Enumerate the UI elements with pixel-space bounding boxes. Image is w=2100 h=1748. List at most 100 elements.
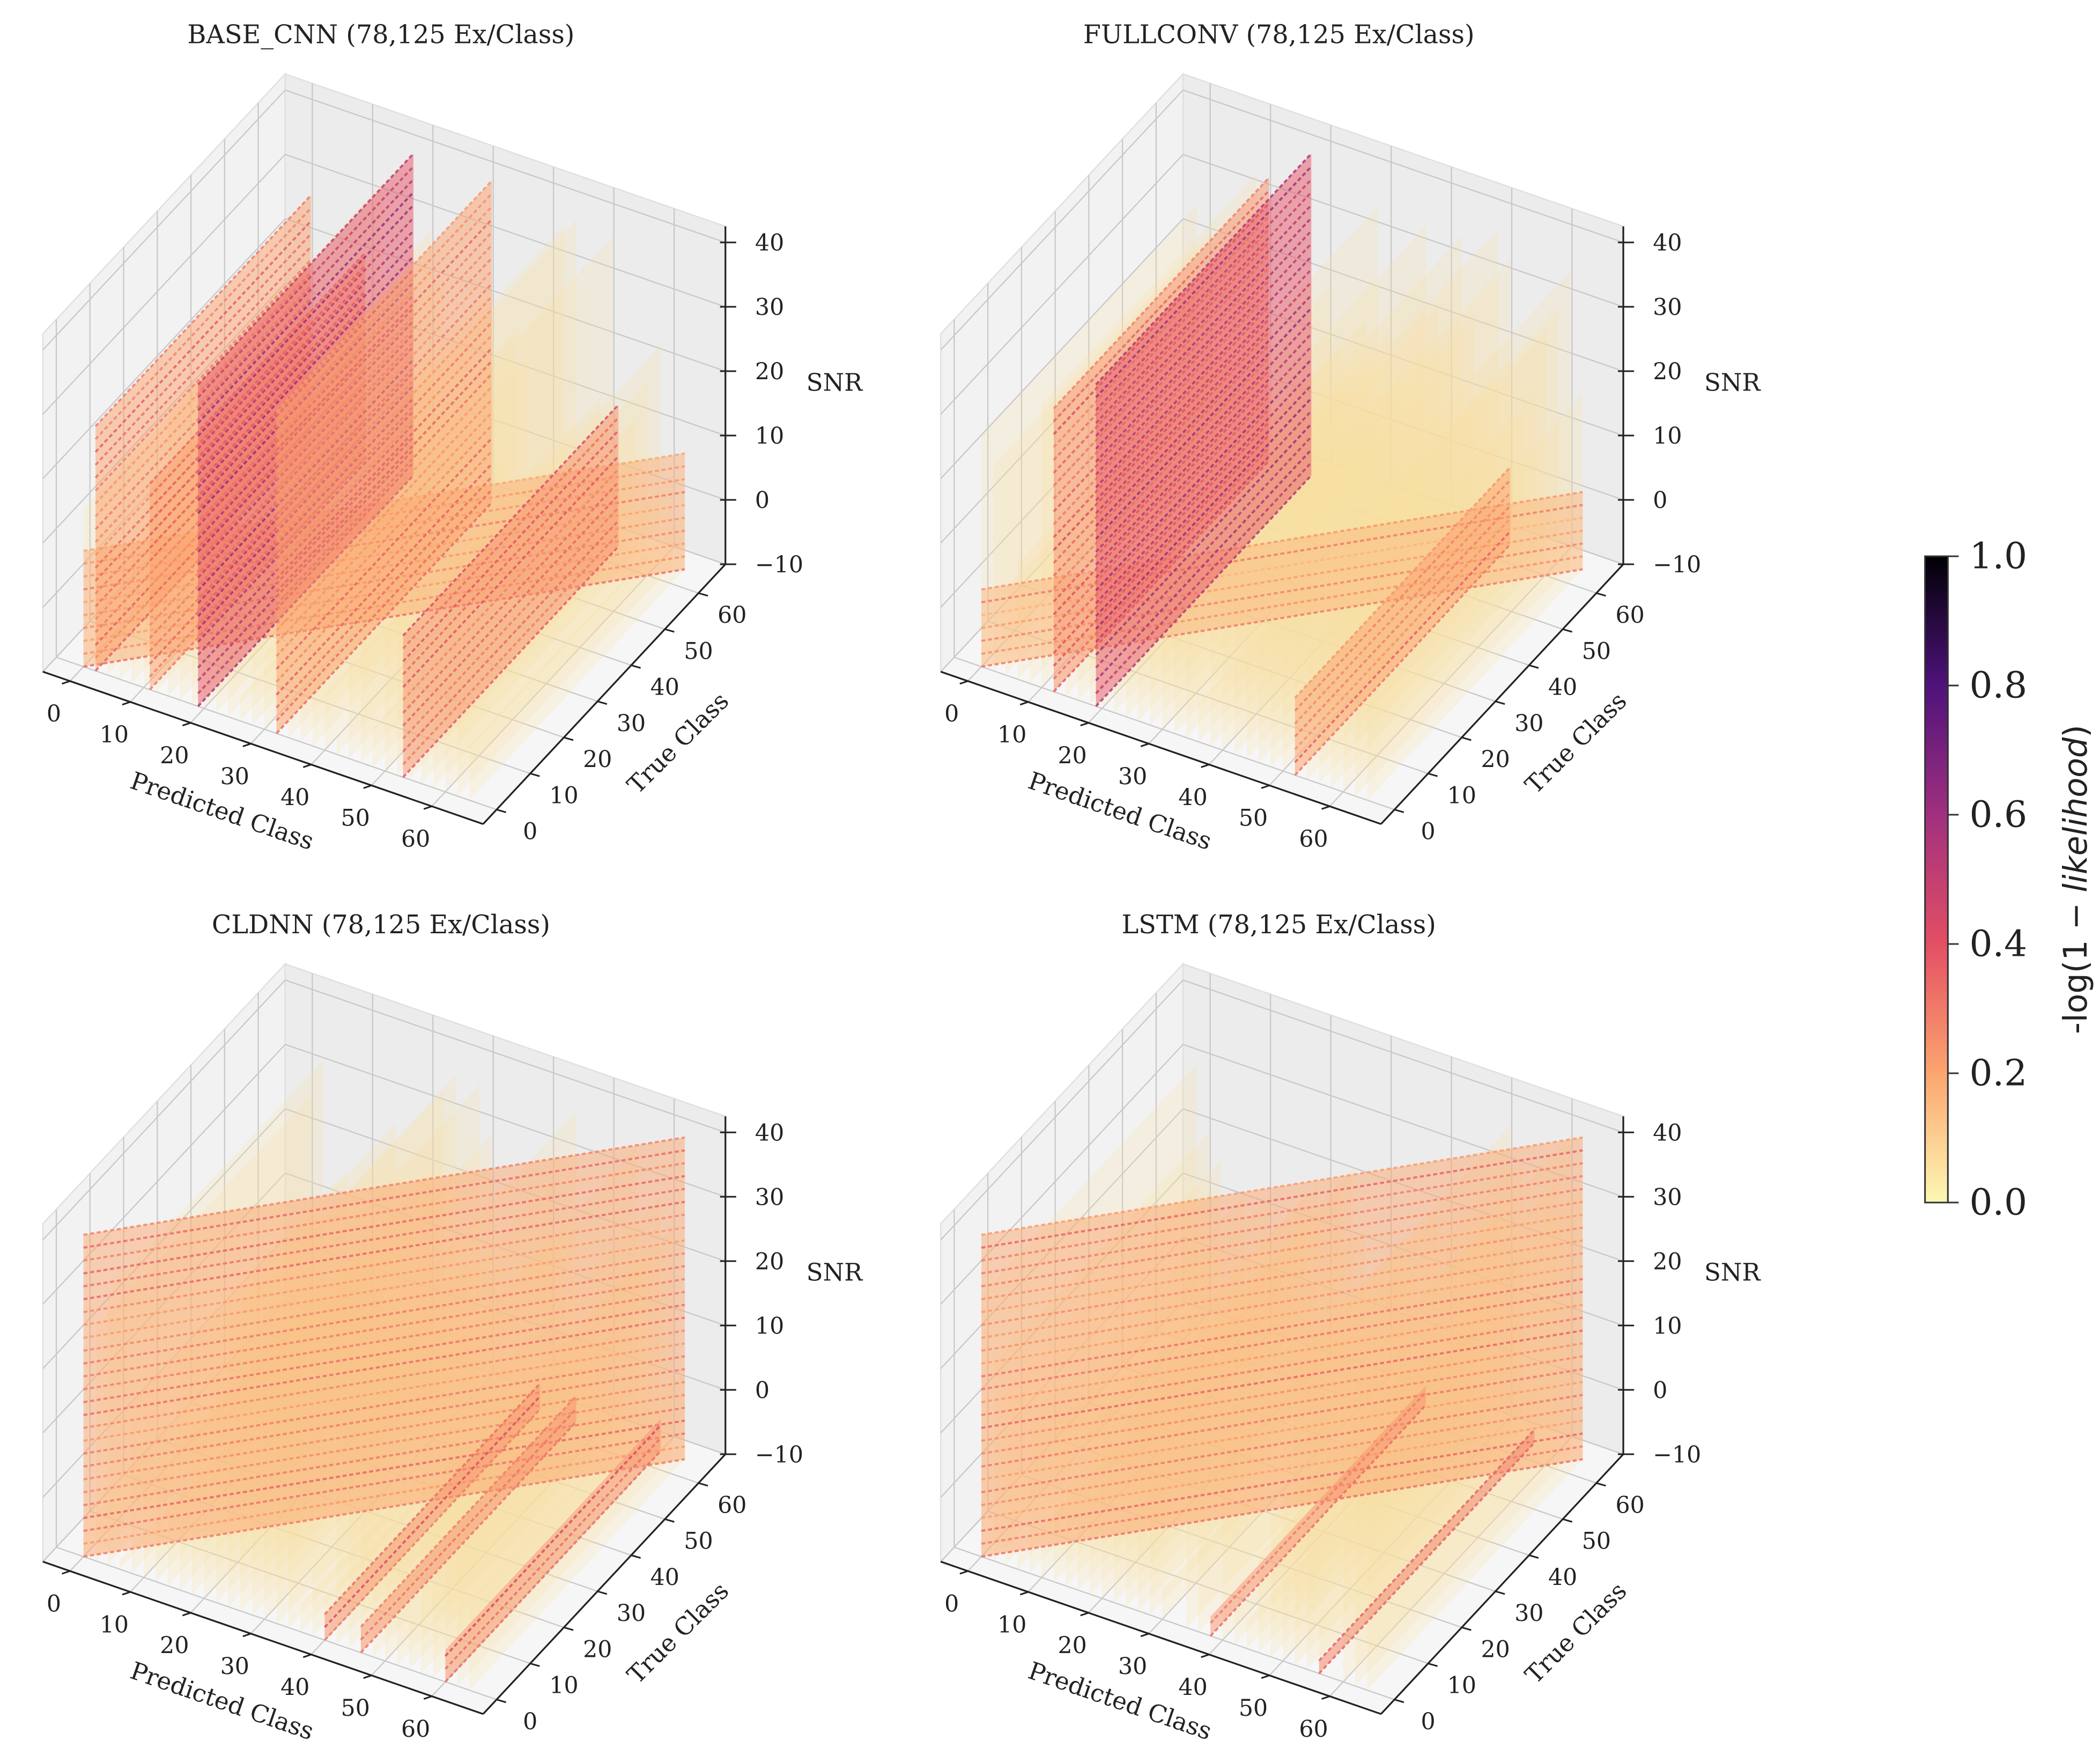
gridline — [285, 89, 726, 244]
wall-pred-52-stripe — [1294, 530, 1511, 763]
diagonal-wall-stripe — [981, 1175, 1583, 1275]
predicted-class-axis — [42, 1561, 484, 1715]
y-tick-label: 10 — [549, 782, 578, 809]
wall-pred-2-stripe — [94, 246, 312, 479]
wall-pred-56 — [1319, 1429, 1535, 1674]
y-tick — [1562, 628, 1573, 633]
y-tick — [1562, 1518, 1573, 1523]
x-tick-label: 40 — [1178, 784, 1207, 811]
wall-pred-19-stripe — [1095, 191, 1312, 424]
gridline — [940, 154, 1184, 415]
diagonal-wall-stripe — [83, 1458, 685, 1558]
wall-pred-19-stripe — [1095, 255, 1312, 489]
x-tick — [242, 1633, 252, 1638]
diagonal-wall-stripe — [83, 1368, 685, 1468]
x-tick-label: 20 — [160, 1632, 189, 1659]
x-tick-label: 50 — [341, 1695, 370, 1722]
wall-pred-19-stripe — [197, 217, 415, 450]
x-tick — [242, 743, 252, 748]
x-tick — [302, 764, 312, 768]
diagonal-wall-stripe — [83, 1149, 685, 1249]
wall-pred-32-stripe — [276, 347, 493, 580]
z-tick-label: 40 — [755, 1119, 784, 1146]
diagonal-wall-stripe — [981, 1316, 1583, 1417]
wall-pred-19-stripe — [1095, 410, 1312, 643]
wall-pred-32-stripe — [276, 360, 493, 593]
diagonal-wall-stripe — [83, 1265, 685, 1365]
wall-pred-40-stripe — [324, 1408, 541, 1641]
wall-pred-2-stripe — [94, 233, 312, 466]
wall-pred-19-stripe — [197, 178, 415, 411]
wall-pred-32-stripe — [276, 283, 493, 515]
diagonal-wall-stripe — [981, 1406, 1583, 1507]
x-tick — [1201, 764, 1210, 768]
data-haze-column — [1283, 228, 1498, 771]
diagonal-wall-stripe — [83, 1278, 685, 1378]
diagonal-wall-stripe — [981, 1329, 1583, 1429]
predicted-class-axis — [940, 670, 1381, 825]
wall-pred-32 — [276, 180, 492, 734]
x-tick — [1140, 1633, 1149, 1638]
y-tick-label: 60 — [718, 1492, 746, 1518]
z-tick-label: 0 — [1653, 487, 1667, 514]
wall-pred-53-stripe — [402, 442, 619, 675]
wall-pred-53-stripe — [402, 494, 619, 727]
wall-pred-19-stripe — [197, 255, 415, 489]
y-tick-label: 40 — [1548, 674, 1577, 701]
x-tick-label: 30 — [1118, 1653, 1147, 1680]
colorbar-label-prefix: -log(1 − — [2057, 893, 2095, 1034]
y-tick-label: 0 — [1421, 1708, 1436, 1735]
wall-pred-53-stripe — [402, 455, 619, 688]
wall-pred-19-stripe — [1095, 178, 1312, 411]
subplot-title: FULLCONV (78,125 Ex/Class) — [1083, 20, 1475, 50]
wall-pred-60 — [445, 1419, 661, 1682]
z-tick-label: 10 — [755, 423, 784, 449]
data-haze-column — [469, 514, 685, 800]
y-tick-label: 30 — [617, 710, 646, 737]
x-tick — [1019, 701, 1029, 706]
z-tick-label: 40 — [1653, 230, 1682, 256]
x-tick — [363, 784, 372, 789]
x-tick-label: 30 — [1118, 763, 1147, 790]
y-tick — [698, 592, 708, 597]
true-class-axis — [1380, 563, 1624, 825]
wall-pred-32-stripe — [276, 437, 493, 670]
predicted-class-axis — [940, 1561, 1381, 1715]
x-tick — [302, 1654, 312, 1658]
colorbar-label-italic: likelihood — [2057, 737, 2095, 893]
wall-pred-46-stripe — [360, 1408, 578, 1641]
data-haze-column — [1222, 306, 1438, 750]
x-tick — [1321, 1695, 1330, 1700]
x-tick — [959, 1570, 968, 1575]
y-tick — [664, 628, 675, 633]
x-tick-label: 50 — [1239, 805, 1268, 832]
z-axis-label: SNR — [807, 1258, 863, 1287]
z-tick-label: 30 — [1653, 1184, 1682, 1211]
wall-pred-52-stripe — [1294, 479, 1511, 712]
diagonal-wall-stripe — [83, 1406, 685, 1507]
diagonal-wall-stripe — [981, 1381, 1583, 1481]
gridline — [42, 1044, 286, 1305]
x-tick-label: 30 — [220, 763, 249, 790]
wall-pred-32-stripe — [276, 424, 493, 657]
wall-pred-19-stripe — [1095, 165, 1312, 399]
wall-pred-19-stripe — [1095, 448, 1312, 682]
wall-pred-19-stripe — [197, 204, 415, 437]
colorbar-tick-label: 0.6 — [1970, 793, 2028, 836]
y-axis-label: True Class — [1520, 687, 1632, 799]
gridline — [940, 1044, 1184, 1305]
wall-pred-32-stripe — [276, 218, 493, 451]
y-tick — [564, 1626, 574, 1631]
x-tick-label: 40 — [280, 784, 309, 811]
x-tick — [959, 680, 968, 685]
diagonal-wall-stripe — [83, 1432, 685, 1532]
y-tick-label: 0 — [523, 818, 537, 845]
wall-pred-32-stripe — [276, 180, 493, 412]
z-tick-label: 0 — [1653, 1377, 1667, 1404]
diagonal-wall-stripe — [83, 1381, 685, 1481]
wall-pred-32-stripe — [276, 296, 493, 528]
wall-pred-32-stripe — [276, 450, 493, 683]
wall-pred-46-stripe — [360, 1395, 578, 1628]
true-class-axis — [482, 1454, 726, 1715]
